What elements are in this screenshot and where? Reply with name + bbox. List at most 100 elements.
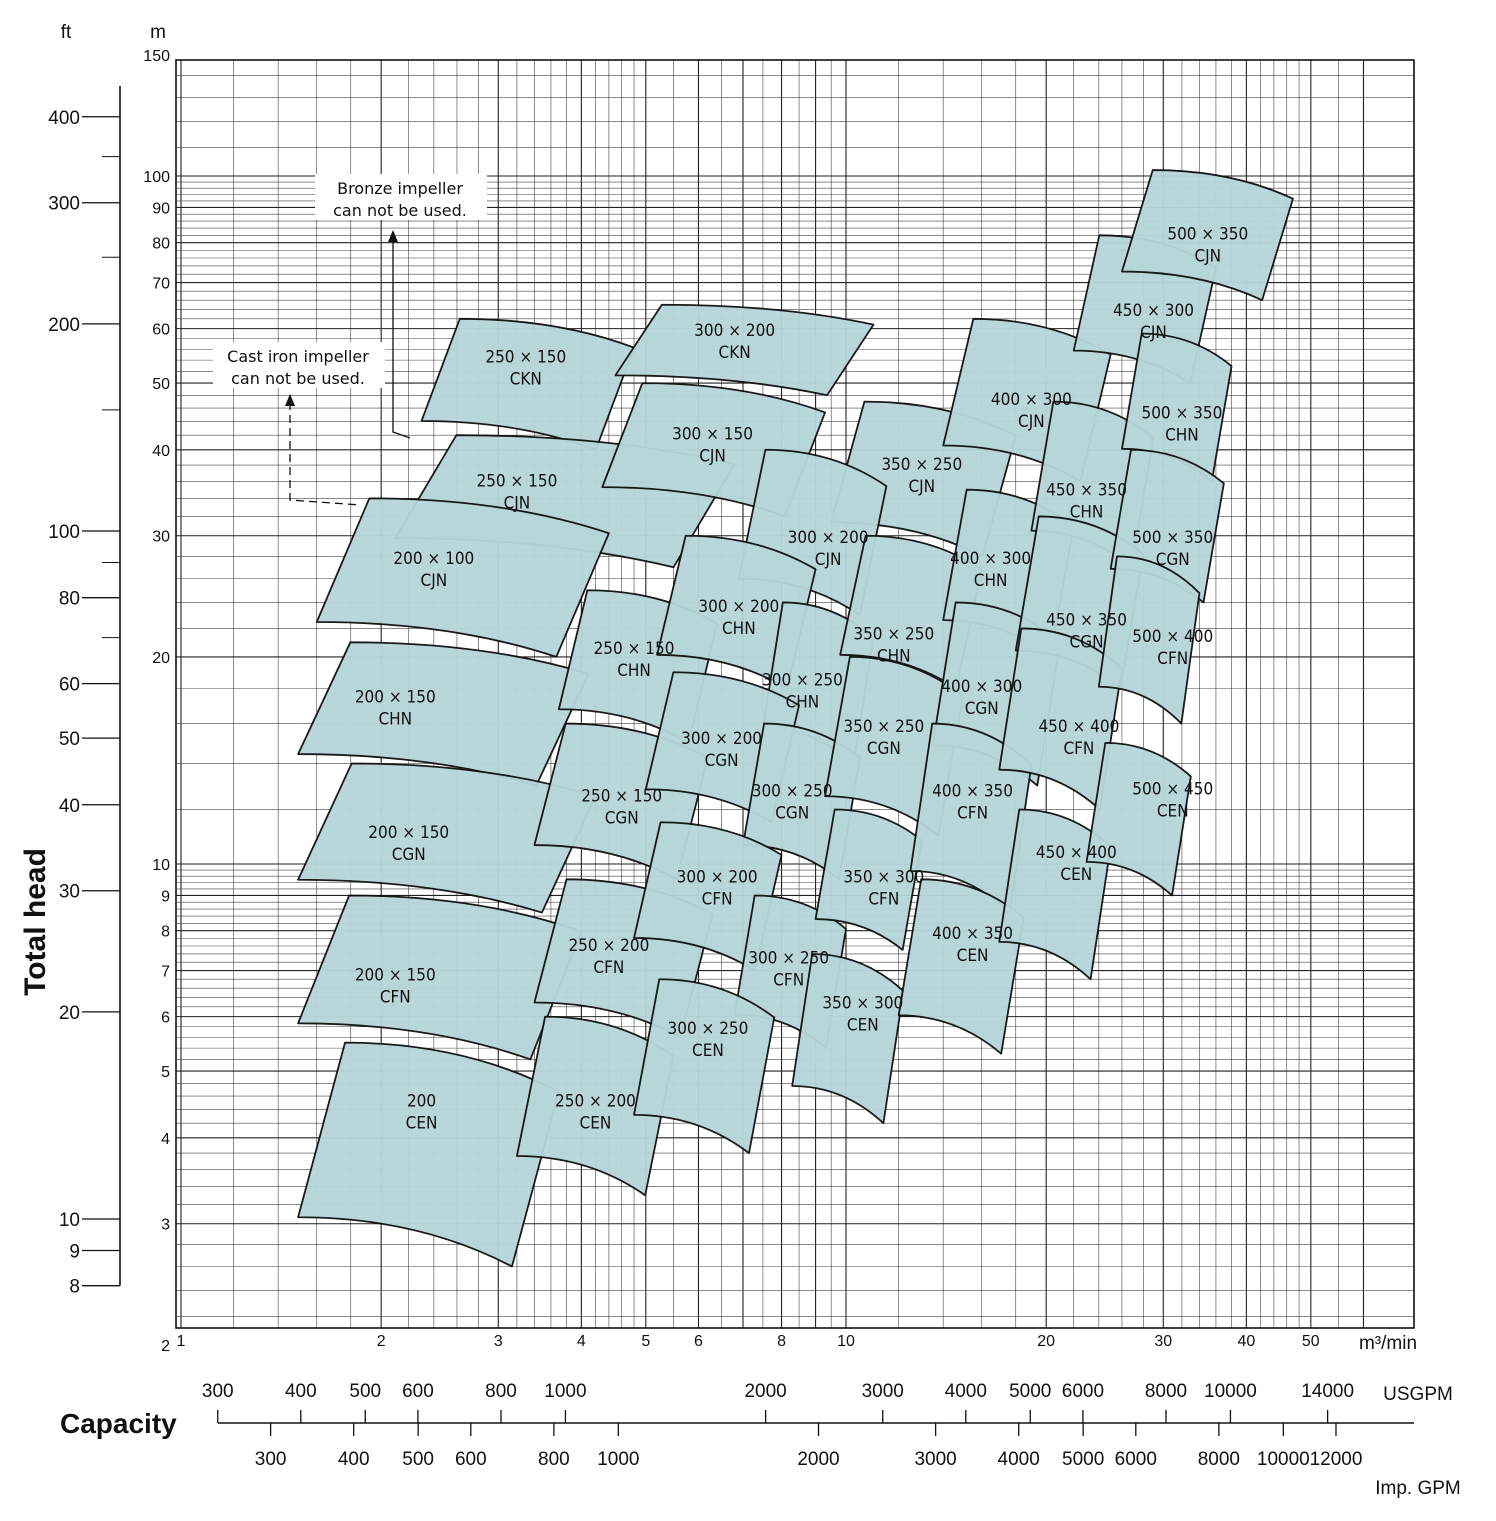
y-tick-label-ft: 100: [48, 522, 80, 543]
x-tick-label: 10: [837, 1333, 855, 1350]
y-unit-ft: ft: [61, 22, 72, 43]
region-400-350-cen: [897, 878, 1025, 1055]
model-code-label: CJN: [815, 550, 842, 570]
model-code-label: CJN: [421, 571, 448, 591]
model-label: 250 × 150: [485, 348, 566, 368]
model-code-label: CEN: [957, 946, 989, 966]
model-code-label: CFN: [773, 970, 804, 990]
y-tick-label-m: 3: [161, 1217, 170, 1234]
usgpm-tick-label: 2000: [744, 1381, 786, 1402]
model-label: 300 × 250: [748, 948, 829, 968]
y-tick-label-m: 7: [161, 964, 170, 981]
model-label: 250 × 200: [568, 936, 649, 956]
model-code-label: CKN: [719, 343, 751, 363]
model-code-label: CEN: [1157, 801, 1189, 821]
note-box: [315, 174, 487, 220]
usgpm-tick-label: 300: [202, 1381, 234, 1402]
x-axis-title: Capacity: [60, 1408, 177, 1439]
model-label: 500 × 350: [1141, 403, 1222, 423]
model-label: 300 × 250: [667, 1019, 748, 1039]
model-code-label: CJN: [504, 494, 531, 514]
y-tick-label-ft: 80: [59, 589, 80, 610]
model-label: 300 × 200: [677, 868, 758, 888]
y-tick-label-m: 10: [152, 857, 170, 874]
impgpm-tick-label: 2000: [797, 1449, 839, 1470]
model-label: 450 × 350: [1046, 610, 1127, 630]
note-text: Cast iron impeller: [227, 347, 369, 366]
x-tick-label: 40: [1237, 1333, 1255, 1350]
model-label: 400 × 300: [941, 677, 1022, 697]
y-tick-label-m: 50: [152, 376, 170, 393]
model-code-label: CFN: [593, 958, 624, 978]
model-code-label: CJN: [908, 477, 935, 497]
model-label: 300 × 250: [762, 670, 843, 690]
model-label: 350 × 300: [843, 868, 924, 888]
axes: 23456789102030405060708090100150m8910203…: [48, 22, 1460, 1499]
model-code-label: CJN: [1140, 323, 1167, 343]
model-label: 200: [407, 1091, 436, 1111]
y-tick-label-m: 90: [152, 200, 170, 217]
region-200-cen: [297, 1041, 560, 1268]
y-tick-label-ft: 200: [48, 315, 80, 336]
usgpm-tick-label: 600: [402, 1381, 434, 1402]
note-arrow-line: [289, 402, 361, 506]
note-arrow-head: [285, 394, 295, 406]
model-code-label: CGN: [965, 699, 999, 719]
model-label: 350 × 250: [843, 717, 924, 737]
model-code-label: CJN: [699, 446, 726, 466]
x-tick-label: 2: [377, 1333, 386, 1350]
model-label: 200 × 150: [355, 687, 436, 707]
usgpm-tick-label: 6000: [1062, 1381, 1104, 1402]
model-code-label: CGN: [1156, 550, 1190, 570]
model-code-label: CJN: [1194, 247, 1221, 267]
usgpm-tick-label: 3000: [862, 1381, 904, 1402]
model-code-label: CHN: [617, 661, 651, 681]
model-code-label: CHN: [974, 571, 1008, 591]
model-label: 400 × 350: [932, 782, 1013, 802]
plot-frame: [175, 59, 1415, 1329]
y-tick-label-m: 30: [152, 529, 170, 546]
region-500-450-cen: [1085, 741, 1192, 897]
model-label: 350 × 250: [881, 455, 962, 475]
usgpm-unit: USGPM: [1383, 1384, 1453, 1405]
region-200-150-cfn: [297, 894, 583, 1061]
region-450-400-cen: [998, 808, 1112, 981]
model-code-label: CGN: [392, 845, 426, 865]
model-regions: [297, 169, 1294, 1268]
model-label: 200 × 150: [368, 823, 449, 843]
impgpm-tick-label: 1000: [597, 1449, 639, 1470]
usgpm-tick-label: 500: [349, 1381, 381, 1402]
note-arrow-head: [388, 230, 398, 242]
y-tick-label-m: 6: [161, 1010, 170, 1027]
model-code-label: CHN: [378, 709, 412, 729]
model-label: 400 × 300: [950, 549, 1031, 569]
x-tick-label: 1: [177, 1333, 186, 1350]
x-tick-label: 5: [641, 1333, 650, 1350]
y-axis-title: Total head: [19, 848, 52, 996]
region-500-400-cfn: [1097, 555, 1201, 725]
impgpm-tick-label: 4000: [998, 1449, 1040, 1470]
note-arrow-line: [392, 238, 411, 439]
impgpm-unit: Imp. GPM: [1375, 1478, 1461, 1499]
model-label: 300 × 200: [681, 729, 762, 749]
y-tick-label-m: 5: [161, 1064, 170, 1081]
model-label: 250 × 150: [594, 639, 675, 659]
model-code-label: CFN: [957, 804, 988, 824]
model-code-label: CEN: [847, 1016, 879, 1036]
y-tick-label-m: 40: [152, 443, 170, 460]
y-tick-label-ft: 20: [59, 1003, 80, 1024]
region-200-150-cgn: [297, 762, 597, 914]
model-label: 450 × 400: [1036, 843, 1117, 863]
model-label: 300 × 200: [694, 321, 775, 341]
region-350-300-cfn: [814, 808, 923, 951]
model-label: 500 × 400: [1132, 627, 1213, 647]
note-text: Bronze impeller: [337, 179, 463, 198]
model-label: 500 × 350: [1132, 528, 1213, 548]
model-label: 300 × 200: [698, 597, 779, 617]
usgpm-tick-label: 5000: [1009, 1381, 1051, 1402]
usgpm-tick-label: 400: [285, 1381, 317, 1402]
usgpm-tick-label: 4000: [945, 1381, 987, 1402]
model-code-label: CJN: [1018, 412, 1045, 432]
